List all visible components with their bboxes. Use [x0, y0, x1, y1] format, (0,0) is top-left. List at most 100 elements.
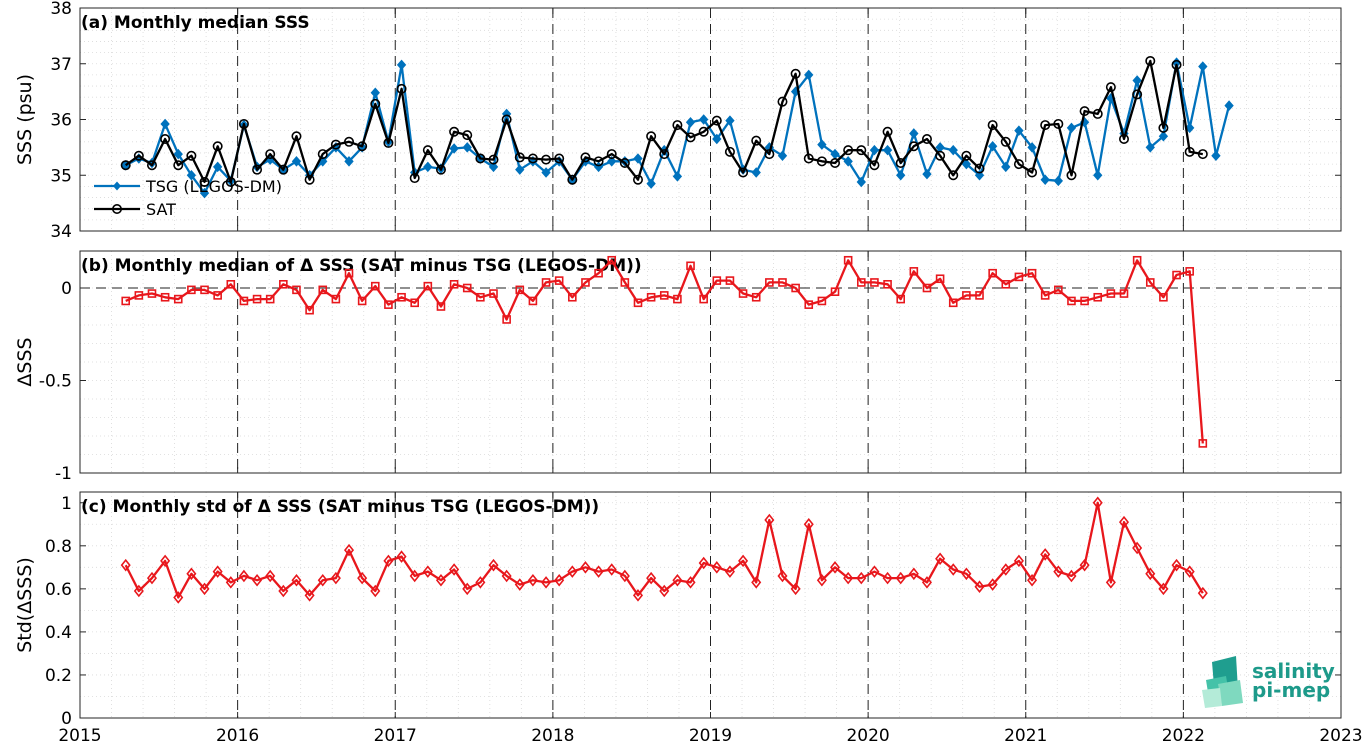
data-point: [475, 576, 486, 589]
data-point: [843, 156, 853, 167]
data-point: [384, 300, 393, 309]
data-point: [226, 279, 236, 289]
data-point: [988, 268, 997, 278]
data-point: [252, 164, 263, 175]
data-point: [1224, 100, 1234, 111]
data-point: [673, 294, 682, 304]
data-point: [646, 131, 657, 142]
data-point: [712, 276, 722, 285]
data-point: [1197, 586, 1208, 600]
data-point: [1014, 125, 1024, 136]
data-point: [173, 148, 183, 160]
data-point: [711, 115, 722, 126]
data-point: [1145, 55, 1156, 66]
data-point: [948, 170, 959, 181]
y-tick-label: 37: [50, 55, 72, 75]
data-point: [738, 289, 748, 298]
data-point: [344, 268, 354, 278]
x-tick-label: 2019: [689, 726, 732, 745]
data-point: [738, 167, 749, 178]
data-point: [922, 168, 932, 180]
data-point: [922, 283, 932, 293]
data-point: [514, 578, 525, 591]
y-tick-label: 36: [50, 111, 72, 131]
data-point: [751, 167, 761, 178]
data-point: [619, 569, 630, 583]
data-point: [948, 298, 958, 308]
data-point: [238, 569, 249, 583]
data-point: [370, 87, 380, 98]
panel-b-delta-sss: -1 -0.5 0 ΔSSS (b) Monthly median of Δ SSS (…: [14, 250, 1342, 484]
data-point: [1027, 167, 1038, 178]
data-point: [607, 255, 617, 265]
data-point: [816, 156, 827, 167]
data-point: [870, 278, 879, 287]
data-point: [199, 187, 210, 199]
data-point: [305, 305, 314, 315]
data-point: [632, 174, 643, 185]
data-point: [921, 134, 932, 145]
y-tick-label: 0.2: [45, 666, 72, 686]
data-point: [803, 153, 814, 164]
data-point: [724, 565, 735, 578]
data-point: [1066, 122, 1077, 134]
data-point: [554, 153, 565, 164]
data-point: [921, 576, 932, 589]
data-point: [160, 292, 170, 302]
data-point: [830, 157, 841, 168]
data-point: [462, 283, 472, 293]
data-point: [593, 565, 604, 578]
data-point: [291, 573, 302, 587]
data-point: [633, 298, 643, 308]
data-point: [278, 164, 289, 175]
data-point: [343, 543, 355, 557]
y-tick-label: -0.5: [39, 372, 72, 392]
data-point: [1172, 270, 1181, 280]
data-point: [896, 294, 906, 304]
data-point: [725, 115, 735, 126]
data-point: [1040, 548, 1051, 561]
data-point: [908, 141, 919, 152]
data-point: [449, 279, 459, 289]
data-point: [1145, 567, 1156, 581]
data-point: [212, 565, 223, 578]
data-point: [279, 279, 288, 289]
data-point: [436, 302, 446, 311]
data-point: [896, 169, 906, 181]
data-point: [580, 152, 591, 163]
data-point: [1158, 122, 1169, 133]
data-point: [173, 160, 184, 171]
data-point: [541, 154, 552, 165]
series-delta: [121, 255, 1208, 448]
data-point: [883, 279, 892, 289]
data-point: [817, 139, 827, 150]
data-point: [1158, 130, 1169, 142]
data-point: [160, 554, 171, 568]
data-point: [1118, 515, 1130, 529]
data-point: [659, 291, 669, 300]
data-point: [291, 156, 302, 167]
data-point: [515, 164, 525, 175]
y-tick-label: 0.4: [45, 623, 72, 643]
data-point: [265, 294, 275, 304]
data-point: [1198, 61, 1208, 72]
data-point: [1132, 255, 1142, 265]
data-point: [974, 580, 985, 593]
data-point: [383, 554, 394, 568]
data-point: [948, 563, 959, 576]
data-point: [514, 152, 525, 163]
panel-title: (a) Monthly median SSS: [81, 13, 310, 33]
data-point: [554, 573, 565, 587]
data-point: [672, 573, 683, 587]
data-point: [987, 120, 998, 131]
data-point: [777, 96, 788, 107]
data-point: [527, 153, 538, 164]
data-point: [712, 133, 722, 145]
data-point: [146, 160, 157, 171]
data-point: [580, 561, 591, 574]
data-point: [698, 126, 709, 137]
panel-c-std-delta-sss: 0 0.2 0.4 0.6 0.8 1 Std(ΔSSS) (c) Monthly std o…: [14, 491, 1342, 729]
data-point: [225, 576, 236, 589]
data-point: [1105, 576, 1116, 589]
data-point: [568, 292, 577, 302]
